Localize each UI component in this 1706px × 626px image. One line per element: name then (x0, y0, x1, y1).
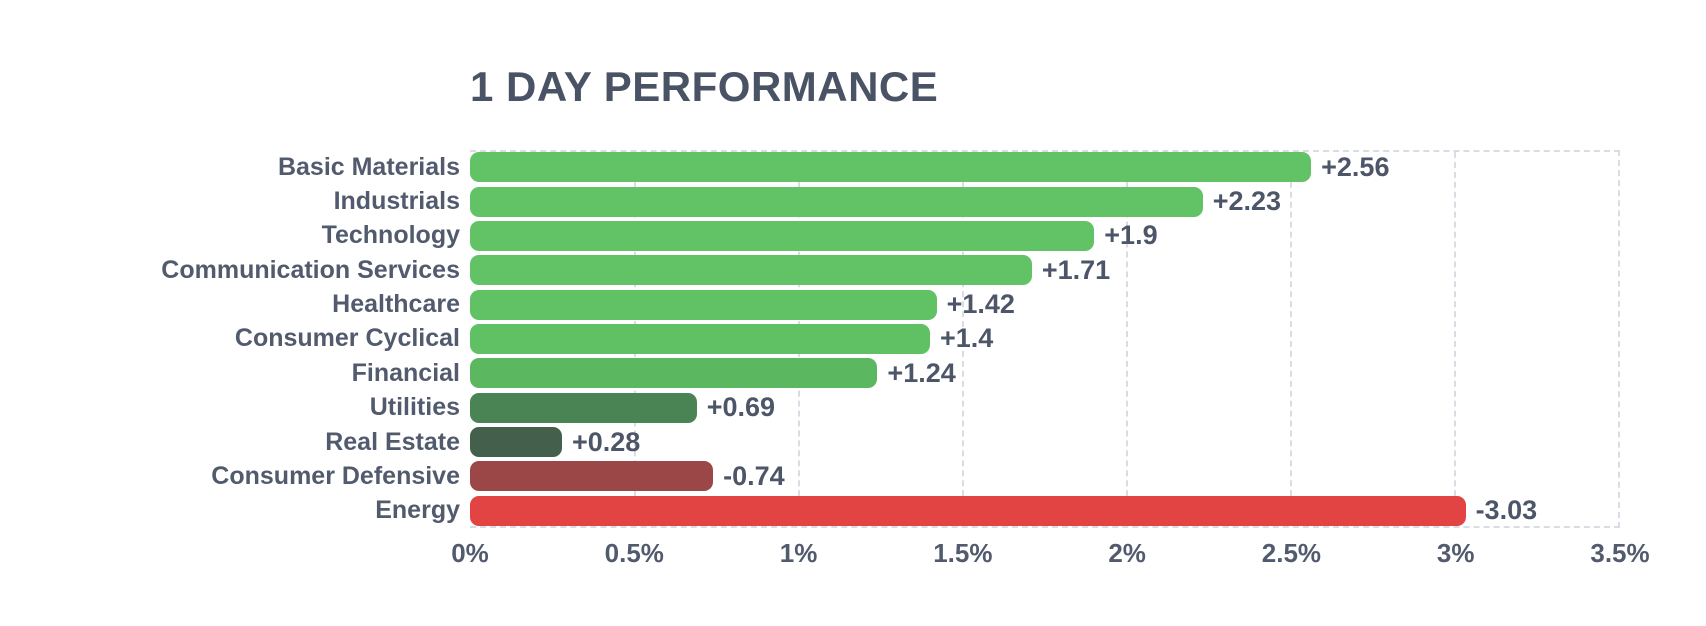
gridline-2.5% (1290, 152, 1292, 526)
value-label: -3.03 (1475, 495, 1538, 526)
table-row: Consumer Cyclical +1.4 (0, 322, 1620, 356)
table-row: Energy -3.03 (0, 494, 1620, 528)
table-row: Communication Services +1.71 (0, 253, 1620, 287)
sector-bar[interactable] (470, 255, 1032, 286)
sector-bar[interactable] (470, 186, 1203, 217)
table-row: Technology +1.9 (0, 219, 1620, 253)
category-label: Consumer Cyclical (234, 324, 460, 353)
category-label: Industrials (333, 187, 460, 216)
category-label: Energy (375, 496, 460, 525)
value-label: +1.42 (946, 289, 1015, 320)
bar-track: +0.28 (470, 425, 1620, 459)
value-label: +0.28 (572, 426, 641, 457)
table-row: Real Estate +0.28 (0, 425, 1620, 459)
sector-bar[interactable] (470, 358, 878, 389)
category-label: Technology (321, 221, 460, 250)
x-tick-label: 1.5% (933, 538, 993, 568)
x-tick-label: 2.5% (1261, 538, 1322, 568)
table-row: Industrials +2.23 (0, 184, 1620, 218)
gridline-1.5% (962, 152, 964, 526)
chart-title: 1 DAY PERFORMANCE (470, 63, 939, 110)
x-tick-label: 3% (1436, 538, 1475, 568)
table-row: Basic Materials +2.56 (0, 150, 1620, 184)
x-axis: 0% 0.5% 1% 1.5% 2% 2.5% 3% 3.5% (451, 538, 1649, 580)
sector-bar[interactable] (470, 323, 930, 354)
x-tick-label: 0% (451, 538, 489, 568)
category-label: Utilities (369, 393, 460, 422)
category-label: Consumer Defensive (211, 461, 460, 490)
table-row: Healthcare +1.42 (0, 287, 1620, 321)
sector-bar[interactable] (470, 220, 1095, 251)
category-label: Real Estate (325, 427, 460, 456)
table-row: Consumer Defensive -0.74 (0, 459, 1620, 493)
bar-track: +1.24 (470, 356, 1620, 390)
x-tick-label: 1% (779, 538, 818, 568)
value-label: +2.56 (1321, 151, 1390, 182)
x-tick-label: 2% (1108, 538, 1146, 568)
category-label: Basic Materials (277, 152, 460, 181)
table-row: Utilities +0.69 (0, 391, 1620, 425)
bar-track: +0.69 (470, 391, 1620, 425)
bar-track: +1.9 (470, 219, 1620, 253)
table-row: Financial +1.24 (0, 356, 1620, 390)
category-label: Communication Services (161, 255, 460, 284)
value-label: +1.71 (1041, 254, 1111, 285)
value-label: +1.24 (887, 357, 956, 388)
bar-track: -3.03 (470, 494, 1620, 528)
category-label: Financial (351, 358, 460, 387)
bar-track: +1.4 (470, 322, 1620, 356)
sector-bar[interactable] (470, 461, 714, 492)
gridline-3% (1454, 152, 1456, 526)
x-tick-label: 3.5% (1590, 538, 1650, 568)
value-label: +1.9 (1104, 220, 1158, 251)
bar-track: +1.42 (470, 287, 1620, 321)
gridline-2% (1126, 152, 1128, 526)
sector-bar[interactable] (470, 427, 562, 458)
sector-bar[interactable] (470, 495, 1466, 526)
bar-track: +1.71 (470, 253, 1620, 287)
sector-bar[interactable] (470, 152, 1312, 183)
category-label: Healthcare (332, 290, 460, 319)
sector-bar[interactable] (470, 392, 697, 423)
bar-track: +2.23 (470, 184, 1620, 218)
bar-track: -0.74 (470, 459, 1620, 493)
value-label: +0.69 (706, 392, 776, 423)
x-tick-label: 0.5% (604, 538, 664, 568)
value-label: +2.23 (1212, 186, 1282, 217)
value-label: -0.74 (723, 460, 785, 491)
bar-track: +2.56 (470, 150, 1620, 184)
bar-rows-container: Basic Materials +2.56 Industrials +2.23 Tech… (0, 150, 1620, 528)
sector-bar[interactable] (470, 289, 937, 320)
value-label: +1.4 (940, 323, 994, 354)
